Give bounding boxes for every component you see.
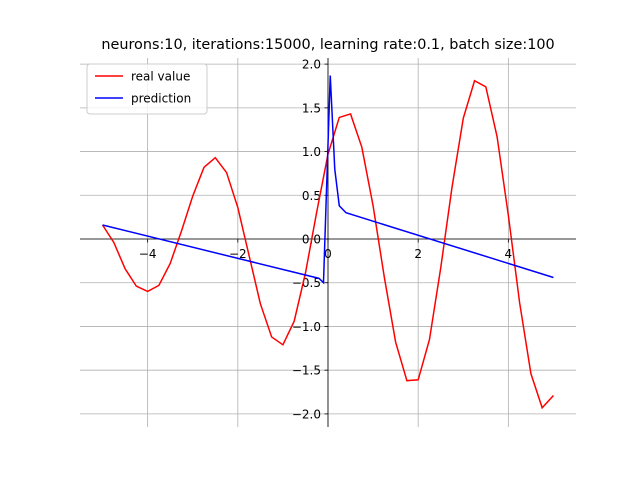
- x-tick-label: 2: [414, 247, 422, 261]
- series-line: [102, 75, 554, 285]
- y-tick-label: 0.5: [302, 189, 321, 203]
- y-tick-label: 1.5: [302, 101, 321, 115]
- x-tick-label: −4: [139, 247, 157, 261]
- legend-label: real value: [131, 70, 190, 84]
- y-tick-label: −1.5: [292, 364, 321, 378]
- chart-title: neurons:10, iterations:15000, learning r…: [101, 37, 554, 53]
- y-tick-label: −2.0: [292, 407, 321, 421]
- legend-label: prediction: [131, 92, 191, 106]
- legend: real value prediction: [86, 63, 208, 115]
- y-tick-label: 2.0: [302, 58, 321, 72]
- y-tick-label: 1.0: [302, 145, 321, 159]
- y-tick-label: −0.5: [292, 276, 321, 290]
- x-tick-label: 4: [505, 247, 513, 261]
- y-tick-label: −1.0: [292, 320, 321, 334]
